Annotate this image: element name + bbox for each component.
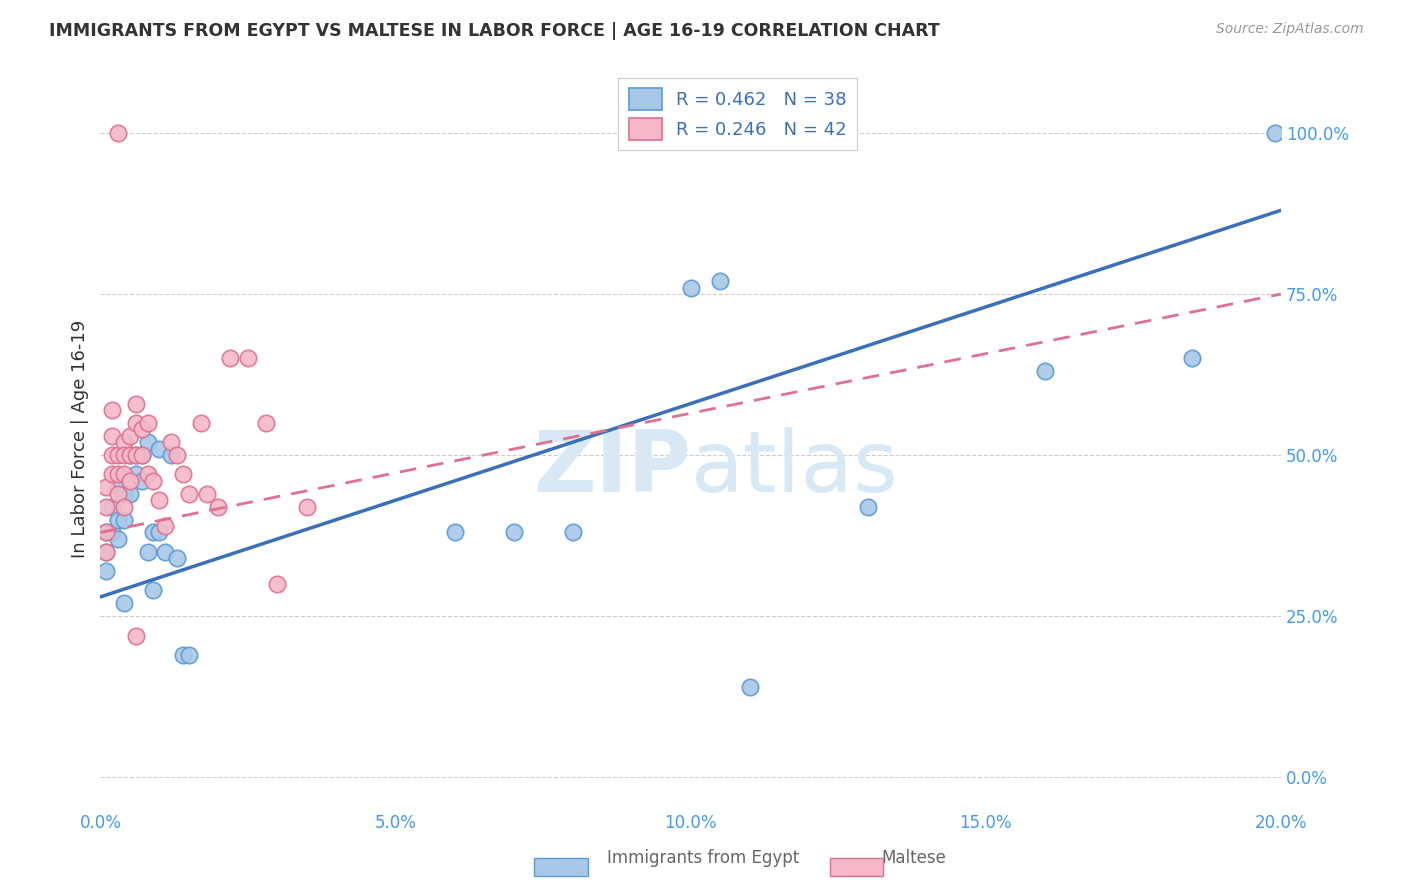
Point — [125, 448, 148, 462]
Point — [107, 448, 129, 462]
Point — [101, 525, 124, 540]
Point — [443, 525, 465, 540]
Point — [101, 403, 124, 417]
Point — [190, 416, 212, 430]
Point — [112, 487, 135, 501]
Point — [107, 467, 129, 482]
Point — [118, 474, 141, 488]
Point — [172, 648, 194, 662]
Point — [266, 577, 288, 591]
Point — [155, 519, 177, 533]
Point — [107, 512, 129, 526]
Point — [155, 545, 177, 559]
Text: Maltese: Maltese — [882, 849, 946, 867]
Point — [131, 422, 153, 436]
Point — [96, 545, 118, 559]
Point — [148, 525, 170, 540]
Point — [112, 596, 135, 610]
Point — [136, 416, 159, 430]
Point — [738, 680, 761, 694]
Point — [207, 500, 229, 514]
Point — [107, 480, 129, 494]
Point — [118, 448, 141, 462]
Point — [96, 480, 118, 494]
Point — [679, 280, 702, 294]
Point — [96, 545, 118, 559]
Point — [107, 487, 129, 501]
Text: Source: ZipAtlas.com: Source: ZipAtlas.com — [1216, 22, 1364, 37]
Point — [177, 648, 200, 662]
Point — [1033, 364, 1056, 378]
Point — [96, 500, 118, 514]
Y-axis label: In Labor Force | Age 16-19: In Labor Force | Age 16-19 — [72, 320, 89, 558]
Point — [101, 467, 124, 482]
Point — [172, 467, 194, 482]
Text: IMMIGRANTS FROM EGYPT VS MALTESE IN LABOR FORCE | AGE 16-19 CORRELATION CHART: IMMIGRANTS FROM EGYPT VS MALTESE IN LABO… — [49, 22, 941, 40]
Point — [125, 629, 148, 643]
Point — [125, 396, 148, 410]
Point — [142, 583, 165, 598]
Point — [118, 487, 141, 501]
Point — [136, 435, 159, 450]
Point — [160, 435, 183, 450]
Point — [142, 474, 165, 488]
Point — [96, 525, 118, 540]
Point — [101, 448, 124, 462]
Point — [131, 448, 153, 462]
Point — [112, 500, 135, 514]
Point — [1264, 126, 1286, 140]
Point — [131, 474, 153, 488]
Point — [177, 487, 200, 501]
Point — [125, 448, 148, 462]
Text: atlas: atlas — [690, 427, 898, 510]
Point — [125, 467, 148, 482]
Point — [112, 435, 135, 450]
Point — [219, 351, 242, 366]
Point — [107, 126, 129, 140]
Point — [136, 467, 159, 482]
Point — [118, 429, 141, 443]
Point — [107, 532, 129, 546]
Point — [160, 448, 183, 462]
Point — [112, 467, 135, 482]
Point — [1181, 351, 1204, 366]
Point — [118, 448, 141, 462]
Legend: R = 0.462   N = 38, R = 0.246   N = 42: R = 0.462 N = 38, R = 0.246 N = 42 — [619, 78, 858, 151]
Point — [101, 500, 124, 514]
Point — [561, 525, 583, 540]
Point — [125, 416, 148, 430]
Point — [112, 448, 135, 462]
Point — [166, 551, 188, 566]
Point — [709, 274, 731, 288]
Point — [96, 564, 118, 578]
Point — [148, 493, 170, 508]
Text: ZIP: ZIP — [533, 427, 690, 510]
Point — [502, 525, 524, 540]
Point — [142, 525, 165, 540]
Text: Immigrants from Egypt: Immigrants from Egypt — [607, 849, 799, 867]
Point — [96, 525, 118, 540]
Point — [254, 416, 277, 430]
Point — [131, 448, 153, 462]
Point — [101, 429, 124, 443]
Point — [136, 545, 159, 559]
Point — [856, 500, 879, 514]
Point — [112, 512, 135, 526]
Point — [195, 487, 218, 501]
Point — [148, 442, 170, 456]
Point — [295, 500, 318, 514]
Point — [166, 448, 188, 462]
Point — [236, 351, 259, 366]
